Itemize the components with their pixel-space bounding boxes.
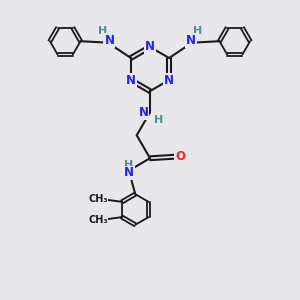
Text: H: H [98,26,107,37]
Text: N: N [139,106,148,119]
Text: N: N [186,34,196,47]
Text: H: H [193,26,202,37]
Text: H: H [154,115,163,125]
Text: N: N [164,74,174,87]
Text: N: N [126,74,136,87]
Text: CH₃: CH₃ [88,194,108,204]
Text: N: N [104,34,114,47]
Text: CH₃: CH₃ [88,215,108,225]
Text: H: H [124,160,134,170]
Text: N: N [145,40,155,53]
Text: N: N [124,167,134,179]
Text: O: O [175,150,185,163]
